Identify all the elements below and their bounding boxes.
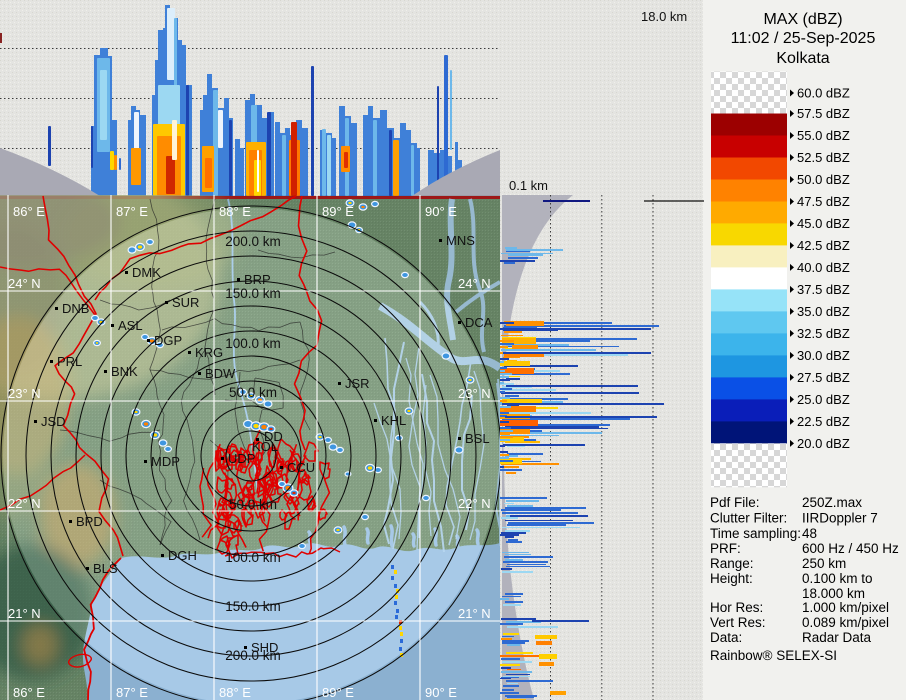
svg-text:DCA: DCA [465,315,493,330]
svg-text:DNB: DNB [62,301,89,316]
svg-text:88° E: 88° E [219,204,251,219]
svg-text:37.5 dBZ: 37.5 dBZ [797,282,850,297]
svg-text:DMK: DMK [132,265,161,280]
svg-text:DGP: DGP [154,333,182,348]
svg-text:48: 48 [802,526,817,541]
svg-text:PRF:: PRF: [710,541,741,556]
svg-text:0.100 km to: 0.100 km to [802,571,873,586]
svg-text:22° N: 22° N [458,496,491,511]
svg-text:60.0 dBZ: 60.0 dBZ [797,86,850,101]
svg-text:89° E: 89° E [322,204,354,219]
svg-text:55.0 dBZ: 55.0 dBZ [797,128,850,143]
svg-text:100.0 km: 100.0 km [225,550,281,565]
svg-text:BRP: BRP [244,272,271,287]
svg-text:BLS: BLS [93,561,118,576]
svg-text:BSL: BSL [465,431,490,446]
svg-text:50.0 dBZ: 50.0 dBZ [797,172,850,187]
svg-text:1.000 km/pixel: 1.000 km/pixel [802,600,889,615]
svg-text:90° E: 90° E [425,685,457,700]
svg-text:86° E: 86° E [13,685,45,700]
svg-text:BPD: BPD [76,514,103,529]
svg-text:200.0 km: 200.0 km [225,234,281,249]
svg-text:45.0 dBZ: 45.0 dBZ [797,216,850,231]
svg-text:47.5 dBZ: 47.5 dBZ [797,194,850,209]
svg-text:IIRDoppler 7: IIRDoppler 7 [802,511,878,526]
svg-text:600 Hz / 450 Hz: 600 Hz / 450 Hz [802,541,899,556]
svg-text:42.5 dBZ: 42.5 dBZ [797,238,850,253]
svg-text:0.089 km/pixel: 0.089 km/pixel [802,615,889,630]
svg-text:KHL: KHL [381,413,406,428]
svg-text:87° E: 87° E [116,685,148,700]
svg-text:MNS: MNS [446,233,475,248]
svg-text:21° N: 21° N [458,606,491,621]
svg-text:88° E: 88° E [219,685,251,700]
svg-text:90° E: 90° E [425,204,457,219]
svg-text:18.0 km: 18.0 km [641,9,687,24]
svg-text:PRL: PRL [57,354,82,369]
svg-text:Hor Res:: Hor Res: [710,600,763,615]
svg-text:JSD: JSD [41,414,66,429]
svg-text:MAX (dBZ): MAX (dBZ) [763,11,842,28]
svg-text:150.0 km: 150.0 km [225,599,281,614]
svg-text:Range:: Range: [710,556,754,571]
svg-text:52.5 dBZ: 52.5 dBZ [797,150,850,165]
svg-text:25.0 dBZ: 25.0 dBZ [797,392,850,407]
svg-text:57.5 dBZ: 57.5 dBZ [797,106,850,121]
svg-text:BNK: BNK [111,364,138,379]
svg-text:250 km: 250 km [802,556,846,571]
svg-text:18.000 km: 18.000 km [802,586,865,601]
svg-text:21° N: 21° N [8,606,41,621]
svg-text:89° E: 89° E [322,685,354,700]
svg-text:Time sampling:: Time sampling: [710,526,801,541]
svg-text:Rainbow® SELEX-SI: Rainbow® SELEX-SI [710,648,837,663]
svg-text:MDP: MDP [151,454,180,469]
svg-text:20.0 dBZ: 20.0 dBZ [797,436,850,451]
svg-text:86° E: 86° E [13,204,45,219]
svg-text:50.0 km: 50.0 km [229,385,277,400]
svg-text:11:02 / 25-Sep-2025: 11:02 / 25-Sep-2025 [731,30,876,47]
svg-text:Vert Res:: Vert Res: [710,615,766,630]
svg-text:KRG: KRG [195,345,223,360]
svg-text:27.5 dBZ: 27.5 dBZ [797,370,850,385]
svg-text:24° N: 24° N [458,276,491,291]
svg-text:200.0 km: 200.0 km [225,648,281,663]
svg-text:BDW: BDW [205,366,236,381]
svg-text:Clutter Filter:: Clutter Filter: [710,511,787,526]
svg-text:30.0 dBZ: 30.0 dBZ [797,348,850,363]
svg-text:UDP: UDP [228,451,255,466]
svg-text:Data:: Data: [710,630,742,645]
svg-text:SUR: SUR [172,295,199,310]
svg-text:JSR: JSR [345,376,370,391]
svg-text:Kolkata: Kolkata [776,50,829,67]
svg-text:Radar Data: Radar Data [802,630,872,645]
svg-text:CCU: CCU [287,460,315,475]
svg-text:Height:: Height: [710,571,753,586]
svg-text:KOL: KOL [252,439,278,454]
svg-text:DD: DD [264,429,283,444]
svg-text:24° N: 24° N [8,276,41,291]
svg-text:23° N: 23° N [8,386,41,401]
svg-text:250Z.max: 250Z.max [802,495,862,510]
svg-text:40.0 dBZ: 40.0 dBZ [797,260,850,275]
svg-text:0.1 km: 0.1 km [509,178,548,193]
svg-text:ASL: ASL [118,318,143,333]
svg-text:32.5 dBZ: 32.5 dBZ [797,326,850,341]
svg-text:35.0 dBZ: 35.0 dBZ [797,304,850,319]
svg-text:150.0 km: 150.0 km [225,286,281,301]
svg-text:100.0 km: 100.0 km [225,336,281,351]
svg-text:22.5 dBZ: 22.5 dBZ [797,414,850,429]
svg-text:22° N: 22° N [8,496,41,511]
svg-text:87° E: 87° E [116,204,148,219]
svg-text:SHD: SHD [251,640,278,655]
svg-text:50.0 km: 50.0 km [229,497,277,512]
svg-text:DGH: DGH [168,548,197,563]
svg-text:Pdf File:: Pdf File: [710,495,760,510]
svg-text:23° N: 23° N [458,386,491,401]
